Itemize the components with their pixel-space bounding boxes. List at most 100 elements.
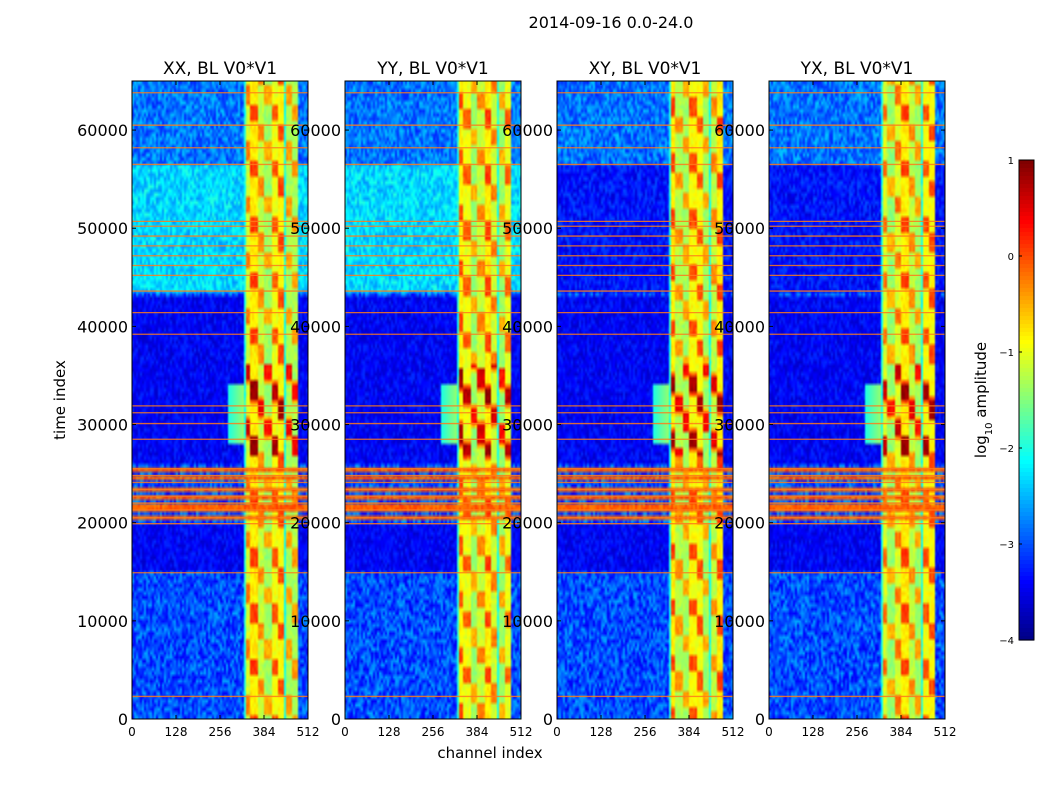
colorbar-segment bbox=[1019, 448, 1034, 453]
y-tick-label: 10000 bbox=[502, 612, 553, 631]
y-tick-label: 50000 bbox=[77, 219, 128, 238]
x-tick-label: 256 bbox=[846, 725, 869, 739]
y-tick-label: 60000 bbox=[77, 121, 128, 140]
figure-title: 2014-09-16 0.0-24.0 bbox=[529, 13, 694, 32]
colorbar-segment bbox=[1019, 364, 1034, 369]
colorbar-tick-label: −2 bbox=[999, 444, 1014, 455]
x-tick-label: 0 bbox=[128, 725, 136, 739]
panel-xx: XX, BL V0*V1 0 128 256 384 512 0 10000 20000 3000… bbox=[77, 59, 319, 739]
colorbar-segment bbox=[1019, 576, 1034, 581]
colorbar-segment bbox=[1019, 176, 1034, 181]
colorbar-segment bbox=[1019, 468, 1034, 473]
colorbar-segment bbox=[1019, 380, 1034, 385]
colorbar-segment bbox=[1019, 284, 1034, 289]
colorbar-segment bbox=[1019, 220, 1034, 225]
x-tick-label: 384 bbox=[466, 725, 489, 739]
colorbar-segment bbox=[1019, 620, 1034, 625]
colorbar-segment bbox=[1019, 376, 1034, 381]
colorbar-segment bbox=[1019, 532, 1034, 537]
colorbar-segment bbox=[1019, 604, 1034, 609]
x-tick-label: 0 bbox=[765, 725, 773, 739]
colorbar-segment bbox=[1019, 504, 1034, 509]
y-tick-label: 50000 bbox=[290, 219, 341, 238]
colorbar-segment bbox=[1019, 276, 1034, 281]
colorbar-segment bbox=[1019, 232, 1034, 237]
y-tick-label: 50000 bbox=[714, 219, 765, 238]
colorbar-segment bbox=[1019, 296, 1034, 301]
panel-title: YX, BL V0*V1 bbox=[800, 59, 914, 79]
heatmap-yy bbox=[345, 81, 521, 719]
y-tick-label: 30000 bbox=[77, 416, 128, 435]
colorbar-tick-label: −3 bbox=[999, 540, 1014, 551]
y-tick-label: 0 bbox=[331, 710, 341, 729]
colorbar-segment bbox=[1019, 292, 1034, 297]
colorbar-segment bbox=[1019, 208, 1034, 213]
colorbar-segment bbox=[1019, 396, 1034, 401]
colorbar-segment bbox=[1019, 552, 1034, 557]
x-tick-label: 128 bbox=[378, 725, 401, 739]
colorbar-segment bbox=[1019, 524, 1034, 529]
colorbar-segment bbox=[1019, 408, 1034, 413]
colorbar-segment bbox=[1019, 588, 1034, 593]
colorbar-segment bbox=[1019, 432, 1034, 437]
colorbar-segment bbox=[1019, 416, 1034, 421]
x-tick-label: 128 bbox=[802, 725, 825, 739]
colorbar-segment bbox=[1019, 520, 1034, 525]
colorbar-segment bbox=[1019, 388, 1034, 393]
colorbar-segment bbox=[1019, 200, 1034, 205]
colorbar-segment bbox=[1019, 628, 1034, 633]
colorbar-segment bbox=[1019, 436, 1034, 441]
x-tick-label: 512 bbox=[722, 725, 745, 739]
colorbar-segment bbox=[1019, 536, 1034, 541]
colorbar-segment bbox=[1019, 336, 1034, 341]
colorbar-segment bbox=[1019, 240, 1034, 245]
colorbar-segment bbox=[1019, 360, 1034, 365]
colorbar-segment bbox=[1019, 608, 1034, 613]
colorbar-segment bbox=[1019, 560, 1034, 565]
colorbar-segment bbox=[1019, 324, 1034, 329]
colorbar-segment bbox=[1019, 340, 1034, 345]
colorbar-label: log10 amplitude bbox=[972, 342, 995, 458]
colorbar-segment bbox=[1019, 600, 1034, 605]
colorbar-segment bbox=[1019, 372, 1034, 377]
colorbar-segment bbox=[1019, 424, 1034, 429]
colorbar-segment bbox=[1019, 544, 1034, 549]
colorbar-segment bbox=[1019, 460, 1034, 465]
y-tick-label: 0 bbox=[118, 710, 128, 729]
y-tick-label: 30000 bbox=[290, 416, 341, 435]
panel-title: XY, BL V0*V1 bbox=[589, 59, 702, 79]
x-tick-label: 512 bbox=[934, 725, 957, 739]
x-tick-label: 256 bbox=[422, 725, 445, 739]
colorbar-segment bbox=[1019, 404, 1034, 409]
y-tick-label: 20000 bbox=[290, 514, 341, 533]
colorbar-segment bbox=[1019, 316, 1034, 321]
colorbar-segment bbox=[1019, 488, 1034, 493]
y-tick-label: 60000 bbox=[502, 121, 553, 140]
colorbar-segment bbox=[1019, 256, 1034, 261]
colorbar-segment bbox=[1019, 636, 1034, 641]
colorbar-segment bbox=[1019, 264, 1034, 269]
colorbar-segment bbox=[1019, 228, 1034, 233]
colorbar-tick-label: −1 bbox=[999, 348, 1014, 359]
heatmap-yx bbox=[769, 81, 945, 719]
y-tick-label: 10000 bbox=[714, 612, 765, 631]
colorbar-segment bbox=[1019, 420, 1034, 425]
x-tick-label: 0 bbox=[341, 725, 349, 739]
panel-title: XX, BL V0*V1 bbox=[163, 59, 277, 79]
colorbar-segment bbox=[1019, 412, 1034, 417]
y-tick-label: 30000 bbox=[714, 416, 765, 435]
colorbar-label-subscript: 10 bbox=[984, 422, 995, 435]
colorbar-segment bbox=[1019, 348, 1034, 353]
colorbar-segment bbox=[1019, 476, 1034, 481]
colorbar-segment bbox=[1019, 516, 1034, 521]
colorbar-segment bbox=[1019, 308, 1034, 313]
heatmap-xx bbox=[132, 81, 308, 719]
colorbar-segment bbox=[1019, 248, 1034, 253]
colorbar-segment bbox=[1019, 512, 1034, 517]
colorbar-segment bbox=[1019, 472, 1034, 477]
colorbar-frame bbox=[1018, 159, 1035, 641]
colorbar: −4 −3 −2 −1 0 1 log10 amplitude bbox=[972, 156, 1035, 647]
x-tick-label: 128 bbox=[165, 725, 188, 739]
colorbar-segment bbox=[1019, 216, 1034, 221]
colorbar-segment bbox=[1019, 616, 1034, 621]
